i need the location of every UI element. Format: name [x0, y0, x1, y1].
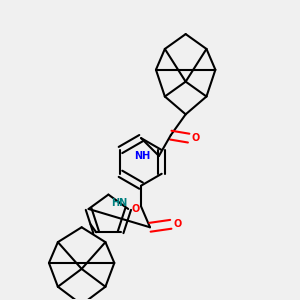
Text: NH: NH: [134, 151, 150, 161]
Text: HN: HN: [112, 199, 128, 208]
Text: O: O: [192, 133, 200, 143]
Text: O: O: [174, 219, 182, 229]
Text: O: O: [131, 204, 140, 214]
